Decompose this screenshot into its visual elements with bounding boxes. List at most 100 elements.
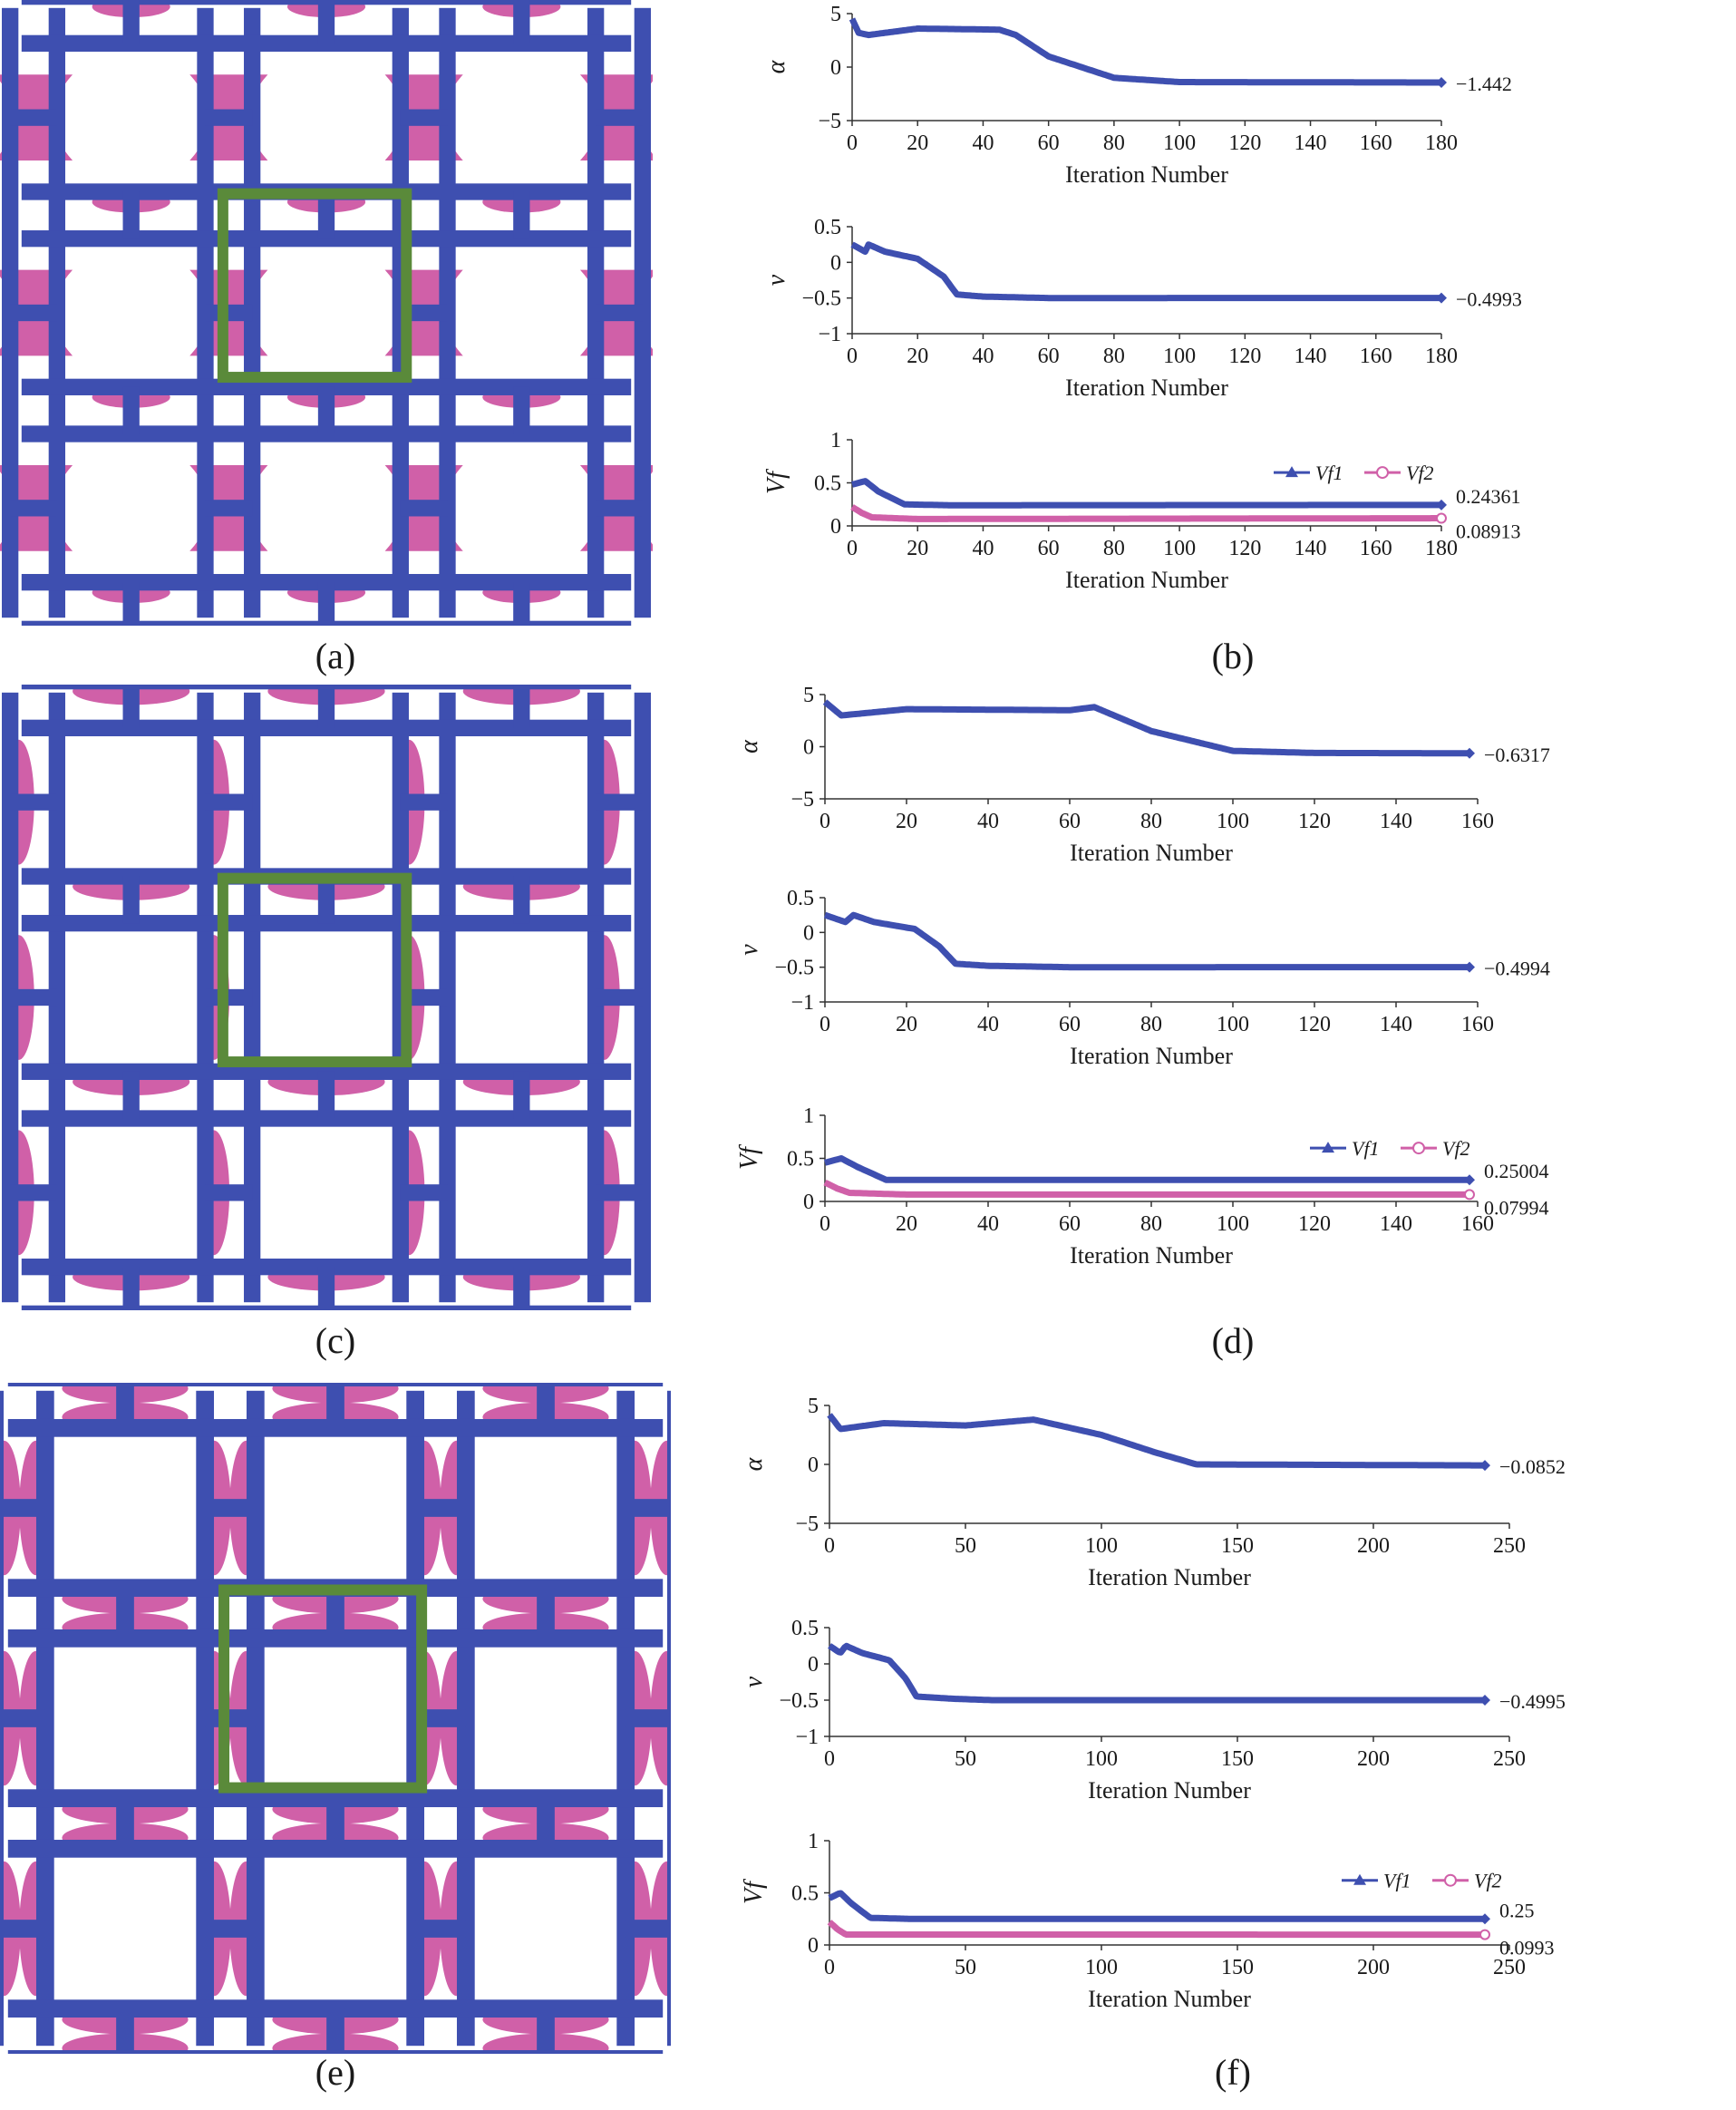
y-axis-label: ν bbox=[735, 944, 763, 956]
series-line bbox=[828, 1642, 1487, 1704]
legend-label: Vf1 bbox=[1383, 1870, 1411, 1892]
x-axis-label: Iteration Number bbox=[1088, 1564, 1251, 1590]
blue-connector bbox=[513, 0, 530, 44]
x-tick-label: 120 bbox=[1228, 345, 1261, 368]
y-axis-label: α bbox=[762, 59, 790, 73]
x-tick-label: 160 bbox=[1461, 810, 1494, 833]
x-tick-label: 50 bbox=[955, 1534, 976, 1558]
blue-connector bbox=[317, 582, 335, 626]
blue-connector bbox=[626, 1499, 671, 1517]
blue-connector bbox=[0, 1920, 45, 1938]
x-tick-label: 50 bbox=[955, 1956, 976, 1979]
caption-e: (e) bbox=[315, 2052, 356, 2093]
blue-connector bbox=[537, 1383, 555, 1428]
x-tick-label: 150 bbox=[1221, 1956, 1254, 1979]
blue-connector bbox=[513, 386, 530, 434]
blue-connector bbox=[205, 1709, 256, 1727]
series-end-marker bbox=[1479, 1694, 1490, 1706]
x-tick-label: 0 bbox=[820, 1013, 830, 1036]
blue-vertical-strut bbox=[634, 692, 651, 1303]
y-tick-label: 5 bbox=[803, 684, 814, 707]
unit-cell-frame bbox=[218, 1584, 428, 1794]
y-axis-label: ν bbox=[762, 274, 790, 286]
x-tick-label: 140 bbox=[1295, 537, 1327, 560]
blue-connector bbox=[415, 1709, 466, 1727]
y-tick-label: 0 bbox=[830, 56, 841, 80]
lattice-structure-svg bbox=[0, 0, 653, 626]
blue-connector bbox=[116, 1383, 134, 1428]
y-tick-label: 1 bbox=[808, 1830, 819, 1853]
series-line bbox=[823, 1179, 1471, 1198]
x-tick-label: 140 bbox=[1295, 345, 1327, 368]
blue-connector bbox=[317, 386, 335, 434]
blue-horizontal-strut bbox=[21, 425, 632, 442]
legend-label: Vf1 bbox=[1352, 1137, 1380, 1160]
x-tick-label: 0 bbox=[820, 810, 830, 833]
x-tick-label: 150 bbox=[1221, 1747, 1254, 1771]
x-tick-label: 80 bbox=[1140, 1013, 1162, 1036]
series-line bbox=[822, 699, 1471, 757]
x-tick-label: 60 bbox=[1059, 1013, 1081, 1036]
legend-label: Vf2 bbox=[1442, 1137, 1470, 1160]
blue-connector bbox=[122, 1267, 140, 1310]
series-end-marker bbox=[1479, 1913, 1490, 1925]
x-axis-label: Iteration Number bbox=[1070, 1043, 1233, 1069]
x-tick-label: 20 bbox=[896, 1013, 917, 1036]
series-end-marker bbox=[1464, 1189, 1475, 1201]
blue-connector bbox=[326, 1588, 344, 1638]
y-tick-label: 0 bbox=[830, 515, 841, 539]
caption-c: (c) bbox=[315, 1320, 356, 1361]
x-tick-label: 40 bbox=[972, 537, 994, 560]
x-tick-label: 120 bbox=[1298, 810, 1331, 833]
y-tick-label: −5 bbox=[795, 1512, 819, 1536]
x-tick-label: 160 bbox=[1461, 1212, 1494, 1236]
blue-connector bbox=[537, 1588, 555, 1638]
legend-marker bbox=[1412, 1142, 1425, 1155]
series-end-marker bbox=[1464, 747, 1475, 759]
blue-connector bbox=[205, 1184, 253, 1201]
blue-connector bbox=[400, 304, 448, 322]
y-tick-label: 0.5 bbox=[791, 1617, 819, 1640]
series-end-marker bbox=[1436, 499, 1447, 510]
blue-vertical-strut bbox=[439, 7, 456, 618]
series-end-marker bbox=[1464, 961, 1475, 973]
blue-connector bbox=[122, 685, 140, 728]
y-tick-label: −5 bbox=[818, 110, 841, 133]
legend-marker bbox=[1322, 1142, 1334, 1153]
blue-connector bbox=[596, 1184, 643, 1201]
blue-connector bbox=[205, 500, 253, 517]
x-axis-label: Iteration Number bbox=[1065, 567, 1228, 593]
blue-connector bbox=[400, 500, 448, 517]
series-line bbox=[828, 1890, 1487, 1922]
blue-connector bbox=[596, 304, 643, 322]
structure-panel-e bbox=[0, 1383, 671, 2054]
x-tick-label: 250 bbox=[1493, 1534, 1526, 1558]
legend-marker bbox=[1444, 1873, 1457, 1887]
series-end-marker bbox=[1436, 512, 1447, 524]
blue-connector bbox=[10, 1184, 57, 1201]
y-tick-label: 0 bbox=[808, 1653, 819, 1677]
caption-b: (b) bbox=[1211, 636, 1255, 676]
x-tick-label: 100 bbox=[1217, 810, 1249, 833]
end-value-label: −0.4995 bbox=[1499, 1690, 1566, 1713]
blue-connector bbox=[513, 685, 530, 728]
blue-connector bbox=[205, 304, 253, 322]
legend-label: Vf1 bbox=[1315, 462, 1343, 484]
x-tick-label: 0 bbox=[824, 1747, 835, 1771]
x-tick-label: 80 bbox=[1103, 131, 1125, 155]
x-axis-label: Iteration Number bbox=[1088, 1777, 1251, 1804]
y-tick-label: −1 bbox=[795, 1726, 819, 1749]
legend-marker bbox=[1353, 1873, 1366, 1885]
y-axis-label: Vf bbox=[735, 1144, 763, 1170]
series-line bbox=[823, 911, 1471, 971]
x-tick-label: 80 bbox=[1140, 810, 1162, 833]
end-value-label: 0.07994 bbox=[1484, 1196, 1549, 1219]
unit-cell-frame bbox=[217, 872, 412, 1068]
blue-connector bbox=[326, 1383, 344, 1428]
blue-connector bbox=[317, 0, 335, 44]
blue-connector bbox=[596, 500, 643, 517]
x-tick-label: 60 bbox=[1038, 537, 1060, 560]
x-tick-label: 160 bbox=[1360, 537, 1392, 560]
blue-connector bbox=[326, 2008, 344, 2054]
